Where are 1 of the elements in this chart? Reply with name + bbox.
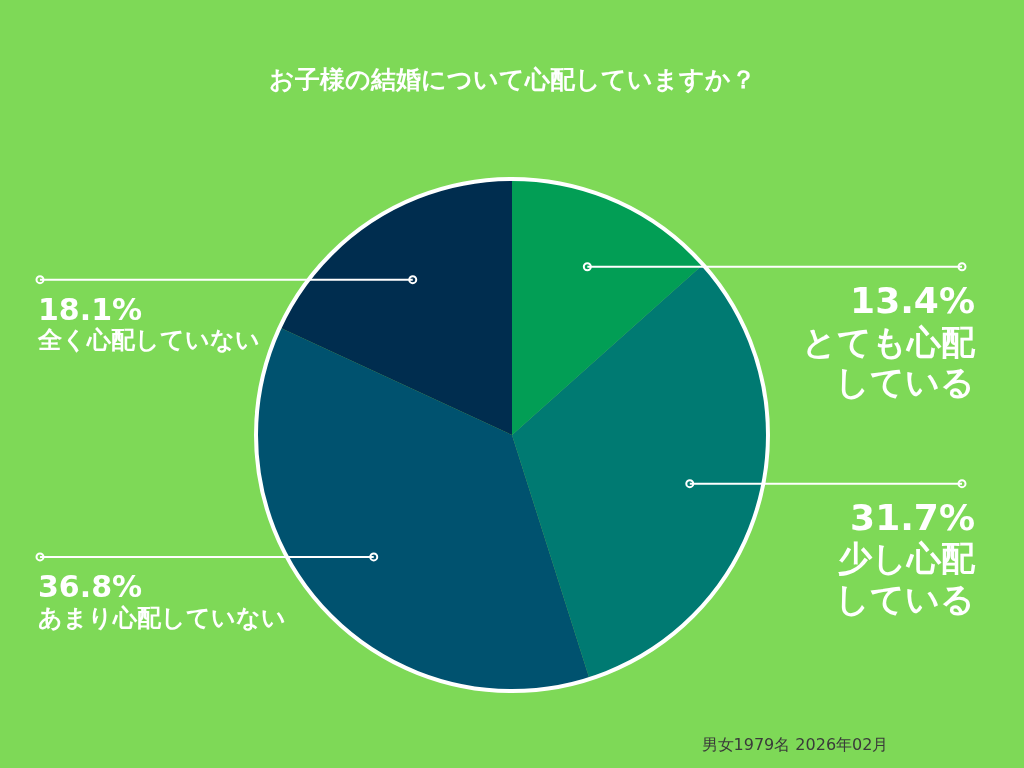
title: お子様の結婚について心配していますか？ [268, 65, 756, 94]
